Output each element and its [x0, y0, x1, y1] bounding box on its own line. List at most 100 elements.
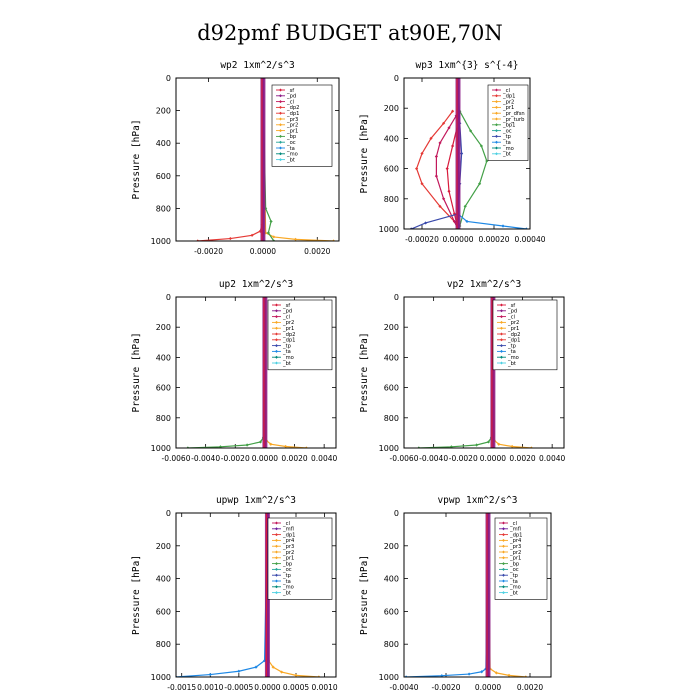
y-axis-label: Pressure [hPa]	[131, 555, 142, 635]
series-group	[196, 78, 336, 241]
data-point	[447, 189, 451, 193]
legend-entry: _pr2	[502, 99, 514, 105]
data-point	[494, 671, 498, 675]
data-point	[469, 129, 473, 133]
y-tick-label: 800	[384, 195, 399, 204]
legend: _cl_mfl_dp1_pr4_pr3_pr2_pr1_bp_oc_tp_ta_…	[267, 517, 333, 600]
panel-4: vp2 1xm^2/s^3 Pressure [hPa] 0 200 400 600 800…	[359, 279, 565, 463]
x-tick-label: 0.00040	[514, 235, 545, 244]
legend-marker	[495, 152, 498, 156]
x-tick-label: 0.0000	[475, 683, 501, 692]
legend: _sf_pd_cl_pr2_pr1_dp2_dp1_tp_ta_mo_bt	[492, 299, 558, 371]
y-tick-label: 0	[394, 74, 399, 83]
data-point	[463, 204, 467, 208]
data-point	[250, 233, 254, 237]
x-tick-label: 0.0000	[254, 683, 280, 692]
y-tick-label: 600	[156, 172, 171, 181]
x-tick-label: 0.0000	[480, 454, 506, 463]
data-point	[284, 444, 288, 448]
legend-entry: _dp1	[507, 338, 520, 344]
legend-entry: _pr_turb	[502, 117, 525, 123]
legend-entry: _tp	[502, 134, 512, 140]
data-point	[237, 669, 241, 673]
legend-marker	[502, 591, 505, 595]
legend-marker	[495, 134, 498, 138]
data-point	[480, 670, 484, 674]
plot-frame	[403, 296, 565, 449]
legend-entry: _mo	[507, 355, 519, 361]
data-point	[507, 673, 511, 677]
legend-marker	[275, 309, 278, 313]
series-line_tp	[410, 78, 463, 229]
figure-title: d92pmf BUDGET at90E,70N	[197, 21, 503, 45]
legend-marker	[500, 355, 503, 359]
zero-profile-band	[260, 78, 266, 241]
legend-entry: _cl	[502, 88, 510, 94]
legend-entry: _tp	[509, 573, 519, 579]
legend-entry: _bt	[502, 152, 511, 158]
legend-entry: _tp	[507, 343, 517, 349]
legend-marker	[500, 338, 503, 342]
legend-marker	[279, 100, 282, 104]
legend-entry: _ta	[282, 349, 291, 355]
data-point	[254, 665, 258, 669]
legend-marker	[500, 326, 503, 330]
legend-entry: _ta	[507, 349, 516, 355]
legend-marker	[495, 117, 498, 121]
series-line_dp2	[187, 297, 266, 448]
data-point	[271, 665, 275, 669]
legend-marker	[275, 567, 278, 571]
legend-entry: _pr2	[507, 320, 519, 326]
legend-marker	[279, 146, 282, 150]
series-line_tp	[176, 513, 269, 677]
data-point	[424, 221, 428, 225]
legend-entry: _pr3	[282, 544, 294, 550]
data-point	[294, 673, 298, 677]
data-point	[415, 167, 419, 171]
data-point	[208, 672, 212, 677]
legend-marker	[500, 332, 503, 336]
data-point	[451, 144, 455, 148]
data-point	[442, 121, 446, 125]
legend-entry: _mfl	[509, 527, 521, 533]
legend-marker	[495, 129, 498, 133]
legend: _cl_dp1_pr2_pr1_pr_dfsn_pr_turb_bp1_oc_t…	[487, 84, 529, 161]
y-tick-label: 600	[384, 384, 399, 393]
zero-profile-band	[455, 78, 461, 229]
legend-frame	[267, 299, 333, 371]
legend-entry: _mfl	[282, 527, 294, 533]
legend-entry: _pr1	[282, 326, 294, 332]
legend-marker	[500, 344, 503, 348]
data-point	[497, 442, 501, 446]
data-point	[486, 440, 491, 444]
legend-marker	[502, 585, 505, 589]
legend-entry: _ta	[282, 579, 291, 585]
legend-entry: _oc	[286, 140, 296, 146]
y-axis-label: Pressure [hPa]	[359, 555, 370, 635]
y-tick-label: 800	[156, 640, 171, 649]
y-tick-label: 800	[156, 414, 171, 423]
series-group	[404, 513, 528, 677]
legend-entry: _cl	[507, 314, 515, 320]
y-tick-label: 1000	[151, 673, 171, 682]
series-line_tp	[406, 513, 489, 677]
x-tick-label: 0.0000	[252, 454, 278, 463]
legend-marker	[500, 309, 503, 313]
legend-entry: _pr2	[282, 550, 294, 556]
y-tick-label: 200	[156, 542, 171, 551]
legend-marker	[279, 140, 282, 144]
legend-marker	[495, 105, 498, 109]
y-axis-label: Pressure [hPa]	[131, 119, 142, 199]
data-point	[510, 444, 514, 448]
data-point	[460, 151, 464, 156]
legend-marker	[279, 117, 282, 121]
legend: _sf_pd_cl_dp2_dp1_pr3_pr2_pr1_bp_oc_ta_m…	[271, 84, 333, 167]
x-tick-label: 0.0020	[509, 454, 535, 463]
legend-entry: _cl	[282, 521, 290, 527]
legend-marker	[500, 361, 503, 365]
legend-marker	[275, 326, 278, 330]
series-line_pr1	[446, 123, 459, 229]
y-tick-label: 0	[166, 293, 171, 302]
x-tick-label: -0.0020	[449, 454, 478, 463]
y-tick-label: 800	[384, 640, 399, 649]
